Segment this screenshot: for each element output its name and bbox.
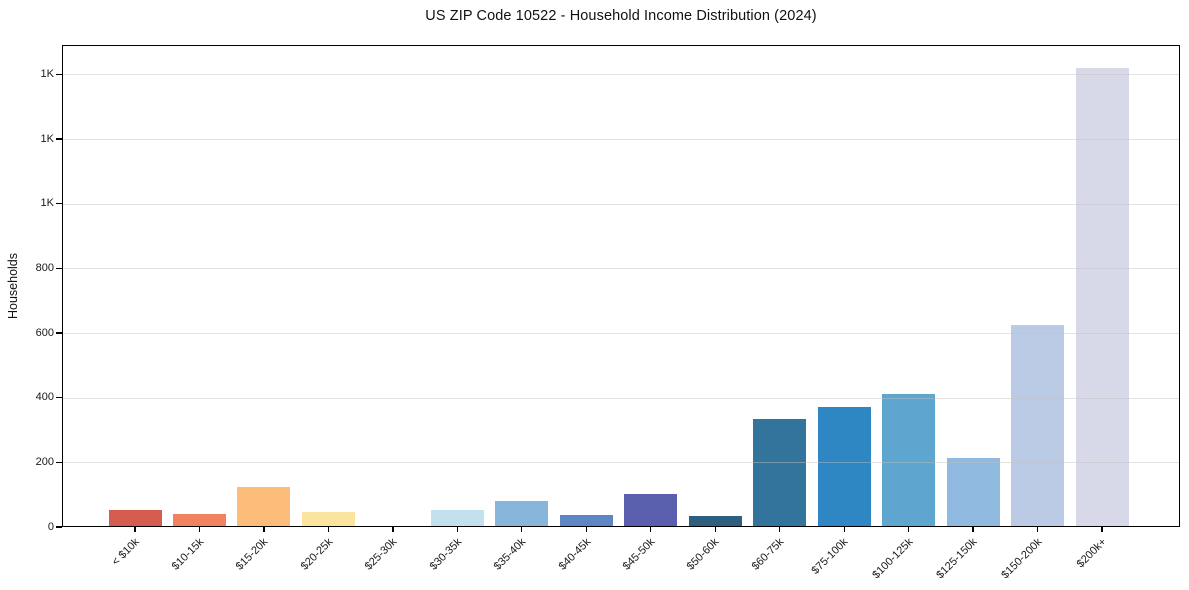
x-tick-mark (908, 527, 910, 532)
y-tick-mark (56, 397, 62, 399)
x-tick-label: $10-15k (169, 536, 206, 573)
bar-$125-150k (946, 457, 1000, 527)
y-tick-mark (56, 267, 62, 270)
bar-$100-125k (882, 394, 936, 527)
bar-$20-25k (301, 512, 355, 527)
x-tick-label: $150-200k (998, 536, 1045, 582)
x-tick-label: $50-60k (685, 536, 722, 573)
x-tick-mark (456, 527, 459, 532)
x-tick-mark (1101, 527, 1103, 532)
x-tick-label: $35-40k (491, 536, 529, 573)
gridline (63, 74, 1179, 76)
x-tick-mark (779, 527, 781, 532)
gridline (63, 139, 1179, 141)
bar-$60-75k (753, 418, 807, 527)
x-tick-label: $100-125k (869, 536, 916, 582)
bar-$50-60k (688, 515, 742, 527)
x-tick-mark (327, 527, 330, 532)
x-tick-mark (198, 527, 201, 532)
y-tick-mark (56, 461, 62, 464)
y-tick-mark (56, 203, 62, 205)
y-tick-mark (56, 526, 62, 528)
x-tick-mark (972, 527, 974, 532)
bar-$150-200k (1011, 324, 1065, 527)
bar-$40-45k (559, 514, 613, 527)
y-tick-label: 1K (40, 197, 54, 210)
x-tick-label: $200k+ (1074, 536, 1109, 571)
x-tick-mark (650, 527, 652, 532)
gridline (63, 333, 1179, 335)
y-tick-mark (56, 332, 62, 334)
bar-$35-40k (495, 501, 549, 527)
x-tick-mark (134, 527, 136, 532)
bar-$30-35k (430, 510, 484, 527)
gridline (63, 462, 1179, 464)
gridline (63, 203, 1179, 205)
x-tick-mark (263, 527, 265, 532)
y-tick-mark (56, 73, 62, 76)
y-tick-label: 1K (40, 132, 54, 145)
bar-$200k+ (1075, 67, 1129, 527)
x-tick-mark (392, 527, 394, 532)
x-tick-label: $20-25k (298, 536, 335, 573)
x-tick-label: $45-50k (620, 536, 658, 573)
gridline (63, 397, 1179, 399)
x-tick-mark (843, 527, 845, 532)
y-tick-label: 0 (47, 520, 54, 533)
y-tick-label: 600 (35, 326, 54, 339)
gridline (63, 268, 1179, 270)
x-tick-label: $40-45k (556, 536, 593, 573)
x-tick-mark (585, 527, 587, 532)
chart-title: US ZIP Code 10522 - Household Income Dis… (425, 8, 817, 24)
x-tick-label: < $10k (109, 536, 142, 569)
x-tick-mark (1036, 527, 1039, 532)
y-tick-label: 400 (35, 391, 54, 404)
y-tick-label: 1K (40, 67, 54, 80)
x-tick-label: $60-75k (749, 536, 787, 573)
x-tick-label: $30-35k (427, 536, 464, 573)
x-tick-label: $15-20k (233, 536, 271, 573)
bar-$10-15k (172, 514, 226, 527)
x-tick-mark (714, 527, 716, 532)
bar-$15-20k (237, 486, 291, 527)
bar-$45-50k (624, 493, 678, 527)
x-tick-label: $125-150k (934, 536, 980, 582)
x-tick-label: $75-100k (809, 536, 851, 577)
y-tick-label: 800 (35, 261, 54, 274)
bar-$75-100k (817, 407, 871, 527)
y-tick-mark (56, 138, 62, 140)
y-tick-label: 200 (35, 455, 54, 468)
x-tick-mark (521, 527, 523, 532)
bar-< $10k (108, 510, 162, 527)
x-tick-label: $25-30k (362, 536, 400, 573)
